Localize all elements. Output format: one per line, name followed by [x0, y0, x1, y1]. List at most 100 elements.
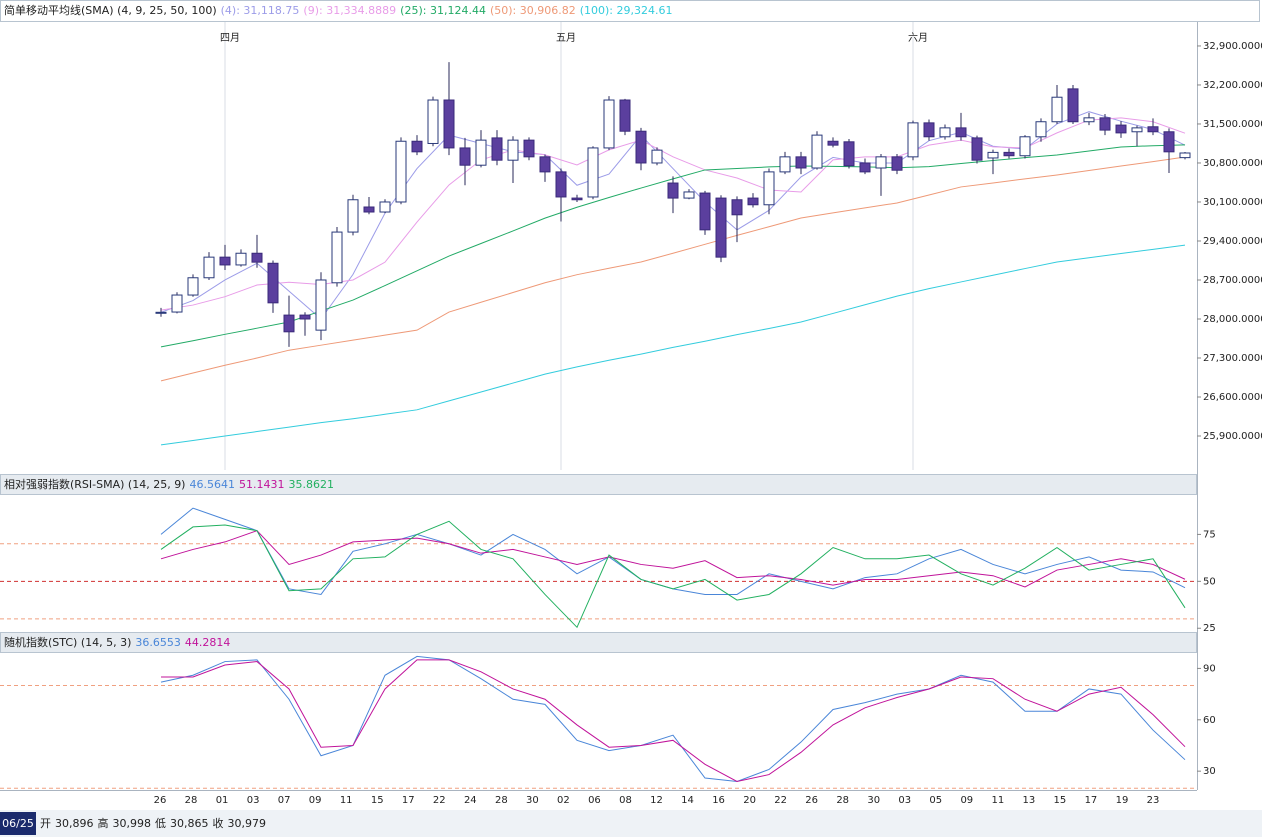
legend-entry: (50): 30,906.82: [490, 4, 576, 17]
candle-body: [859, 162, 871, 173]
footer-item: 30,979: [228, 817, 267, 830]
legend-entry: (25): 31,124.44: [400, 4, 486, 17]
x-tick-label: 09: [309, 795, 322, 806]
legend-entry: 44.2814: [185, 636, 231, 649]
candle-body: [1179, 152, 1191, 159]
footer-item: 高: [98, 816, 109, 830]
x-tick-label: 03: [247, 795, 260, 806]
candle-body: [203, 256, 215, 279]
indicator-line: [160, 655, 1186, 782]
candle-body: [1019, 136, 1031, 157]
x-tick-label: 15: [1054, 795, 1067, 806]
indicator-line: [160, 530, 1186, 588]
x-tick-label: 17: [1085, 795, 1098, 806]
y-tick-label: 30: [1203, 766, 1216, 777]
x-tick-label: 06: [588, 795, 601, 806]
candle-body: [1051, 96, 1063, 123]
candle-body: [699, 192, 711, 231]
y-tick-label: 28,700.0000: [1203, 275, 1262, 286]
candle-body: [1131, 127, 1143, 133]
candle-body: [1067, 88, 1079, 123]
candle-body: [267, 262, 279, 304]
footer-item: 收: [213, 816, 224, 830]
candle-body: [1099, 117, 1111, 131]
candle-body: [603, 99, 615, 149]
x-tick-label: 20: [743, 795, 756, 806]
candle-body: [1003, 151, 1015, 157]
month-label: 六月: [908, 32, 928, 44]
y-tick-label: 90: [1203, 663, 1216, 674]
candle-body: [907, 122, 919, 158]
candle-body: [363, 206, 375, 213]
x-tick-label: 11: [991, 795, 1004, 806]
indicator-line: [160, 520, 1186, 629]
x-tick-label: 28: [185, 795, 198, 806]
legend-entry: 46.5641: [189, 478, 235, 491]
indicator-line: [160, 111, 1186, 320]
legend-entry: (9): 31,334.8889: [303, 4, 396, 17]
indicator-line: [160, 244, 1186, 446]
candle-body: [315, 279, 327, 331]
candle-body: [923, 122, 935, 138]
candle-body: [523, 139, 535, 158]
candle-body: [571, 197, 583, 201]
x-tick-label: 01: [216, 795, 229, 806]
indicator-line: [161, 659, 1186, 782]
candle-body: [971, 137, 983, 161]
panel-title: 简单移动平均线(SMA) (4, 9, 25, 50, 100): [4, 3, 217, 17]
candle-body: [587, 147, 599, 198]
candle-body: [827, 140, 839, 146]
x-tick-label: 11: [340, 795, 353, 806]
month-label: 四月: [220, 32, 240, 44]
candle-body: [347, 199, 359, 233]
x-tick-label: 23: [1147, 795, 1160, 806]
x-tick-label: 05: [929, 795, 942, 806]
candle-body: [235, 252, 247, 266]
footer-date: 06/25: [2, 817, 34, 830]
candle-body: [475, 139, 487, 166]
candle-body: [395, 140, 407, 203]
y-tick-label: 28,000.0000: [1203, 314, 1262, 325]
candle-body: [795, 156, 807, 169]
x-tick-label: 13: [1023, 795, 1036, 806]
y-tick-label: 31,500.0000: [1203, 119, 1262, 130]
header-bar: [0, 0, 1260, 22]
candle-body: [1115, 124, 1127, 134]
candle-body: [811, 134, 823, 169]
candle-body: [939, 127, 951, 138]
candle-body: [427, 99, 439, 144]
candle-body: [539, 156, 551, 173]
candle-body: [411, 140, 423, 153]
candle-body: [1035, 121, 1047, 138]
footer-item: 低: [155, 817, 166, 830]
candle-body: [731, 199, 743, 216]
x-tick-label: 24: [464, 795, 477, 806]
y-tick-label: 60: [1203, 715, 1216, 726]
y-tick-label: 26,600.0000: [1203, 392, 1262, 403]
x-tick-label: 08: [619, 795, 632, 806]
panel-header: 简单移动平均线(SMA) (4, 9, 25, 50, 100) (4): 31,…: [4, 3, 672, 17]
candle-body: [251, 252, 263, 263]
candle-body: [683, 191, 695, 199]
x-tick-label: 19: [1116, 795, 1129, 806]
candle-body: [891, 156, 903, 171]
panel-header: 随机指数(STC) (14, 5, 3) 36.6553 44.2814: [4, 635, 230, 649]
x-tick-label: 07: [278, 795, 291, 806]
date-box: [0, 812, 36, 835]
candle-body: [331, 231, 343, 284]
legend-entry: (100): 29,324.61: [580, 4, 673, 17]
candle-body: [299, 314, 311, 320]
candle-body: [843, 141, 855, 167]
panel-title: 随机指数(STC) (14, 5, 3): [4, 635, 131, 649]
candle-body: [187, 277, 199, 296]
y-tick-label: 32,900.0000: [1203, 41, 1262, 52]
y-tick-label: 27,300.0000: [1203, 353, 1262, 364]
footer-item: 30,998: [113, 817, 152, 830]
y-tick-label: 30,100.0000: [1203, 197, 1262, 208]
x-tick-label: 26: [805, 795, 818, 806]
legend-entry: 51.1431: [239, 478, 285, 491]
candle-body: [651, 149, 663, 164]
footer-bar: [0, 810, 1262, 837]
